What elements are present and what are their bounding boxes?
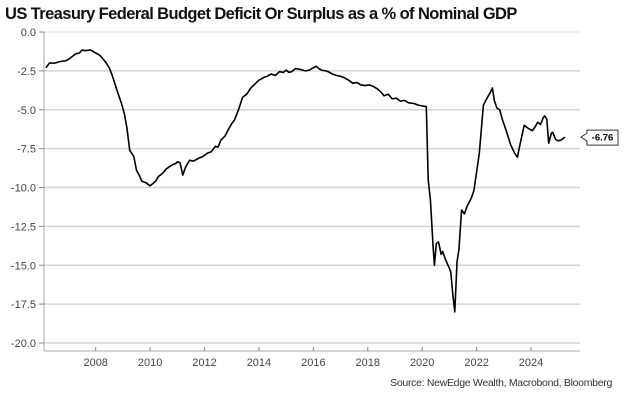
x-tick-label: 2020 xyxy=(410,357,434,369)
last-value-box xyxy=(580,129,619,146)
y-tick-label: -20.0 xyxy=(11,338,36,350)
x-tick-label: 2022 xyxy=(464,357,488,369)
x-tick-label: 2016 xyxy=(301,357,325,369)
y-tick-label: -5.0 xyxy=(17,105,36,117)
y-tick-label: -17.5 xyxy=(11,299,36,311)
y-tick-label: -15.0 xyxy=(11,260,36,272)
x-axis-ticks: 2008 2010 2012 2014 2016 2018 2020 2022 2024 xyxy=(83,347,543,369)
x-tick-label: 2012 xyxy=(192,357,216,369)
chart-title: US Treasury Federal Budget Deficit Or Su… xyxy=(5,5,517,23)
x-tick-label: 2024 xyxy=(519,357,543,369)
series xyxy=(45,49,566,313)
last-value-callout: -6.76 xyxy=(580,129,619,146)
x-tick-label: 2018 xyxy=(356,357,380,369)
series-line xyxy=(45,49,566,313)
x-tick-label: 2008 xyxy=(83,357,107,369)
x-tick-label: 2014 xyxy=(247,357,271,369)
gridlines xyxy=(44,31,580,344)
y-tick-label: -10.0 xyxy=(11,183,36,195)
y-tick-label: -2.5 xyxy=(17,66,36,78)
axes xyxy=(43,32,580,352)
y-axis-ticks: 0.0 -2.5 -5.0 -7.5 -10.0 -12.5 -15.0 -17.5 -20.0 xyxy=(11,27,44,350)
y-tick-label: -7.5 xyxy=(17,144,36,156)
y-tick-label: -12.5 xyxy=(11,221,36,233)
source-note: Source: NewEdge Wealth, Macrobond, Bloom… xyxy=(390,377,612,389)
x-tick-label: 2010 xyxy=(138,357,162,369)
last-value-label: -6.76 xyxy=(592,133,614,144)
y-tick-label: 0.0 xyxy=(21,27,36,39)
